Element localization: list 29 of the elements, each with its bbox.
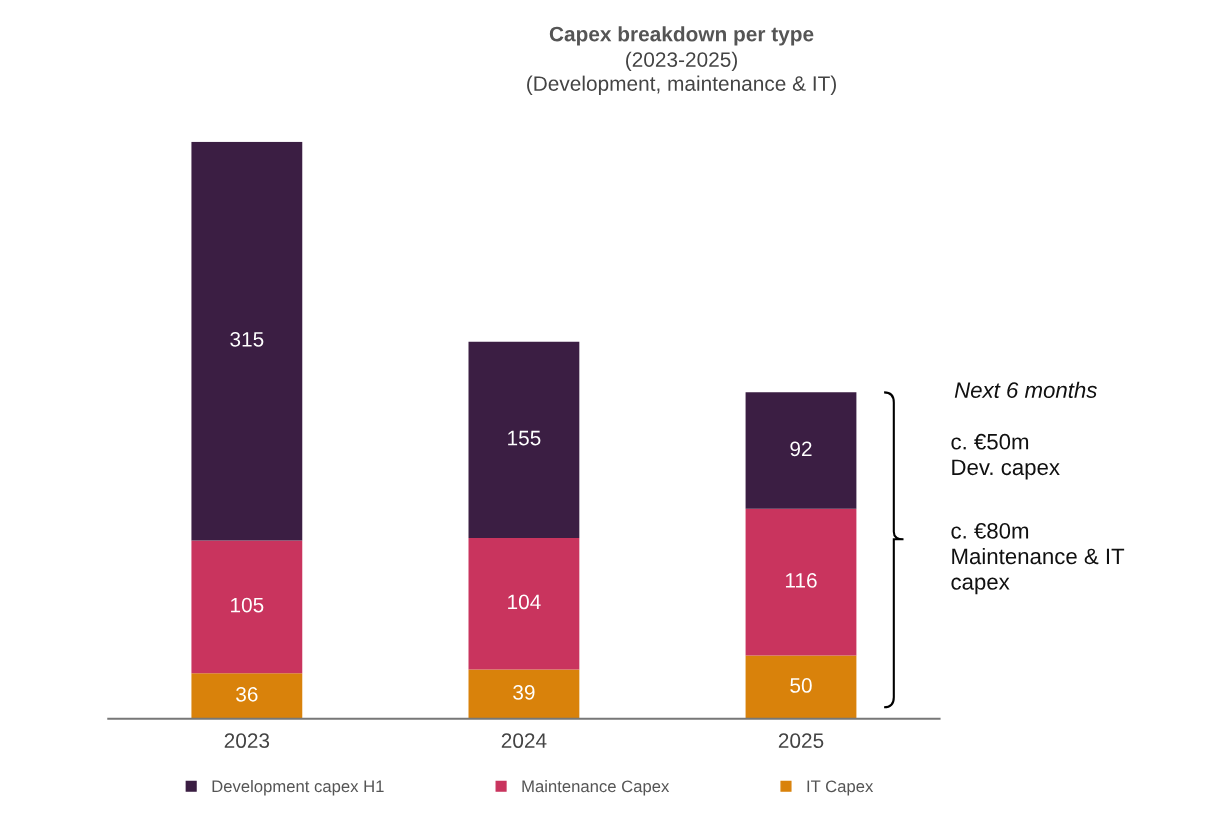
legend-label: Development capex H1 [212, 779, 384, 796]
x-tick-label: 2024 [501, 733, 547, 749]
data-label: 39 [513, 684, 535, 700]
data-label: 104 [508, 594, 541, 610]
x-tick-label: 2023 [224, 733, 270, 749]
x-tick-label: 2025 [778, 733, 824, 749]
bar [745, 508, 857, 656]
bar [745, 655, 857, 719]
data-label: 50 [790, 678, 812, 693]
bar [191, 141, 303, 541]
text: Next 6 months [954, 381, 1097, 398]
chart-subtitle: (2023-2025) (Development, maintenance & IT) [527, 51, 836, 96]
data-label: 315 [230, 331, 264, 347]
text: c. €50m Dev. capex [951, 433, 1060, 480]
data-label: 92 [790, 441, 812, 457]
bar [468, 669, 580, 719]
bar [468, 537, 580, 670]
legend-label: IT Capex [807, 780, 874, 796]
data-label: 105 [231, 597, 264, 613]
bar [191, 540, 303, 674]
text: c. €80m Maintenance & IT capex [951, 522, 1125, 595]
bar [468, 341, 580, 538]
data-label: 116 [785, 573, 817, 588]
legend-label: Maintenance Capex [522, 779, 670, 796]
bar [745, 392, 857, 509]
chart-title: Capex breakdown per type [549, 26, 814, 46]
data-label: 36 [236, 686, 258, 702]
bar [191, 673, 303, 719]
data-label: 155 [508, 430, 541, 446]
